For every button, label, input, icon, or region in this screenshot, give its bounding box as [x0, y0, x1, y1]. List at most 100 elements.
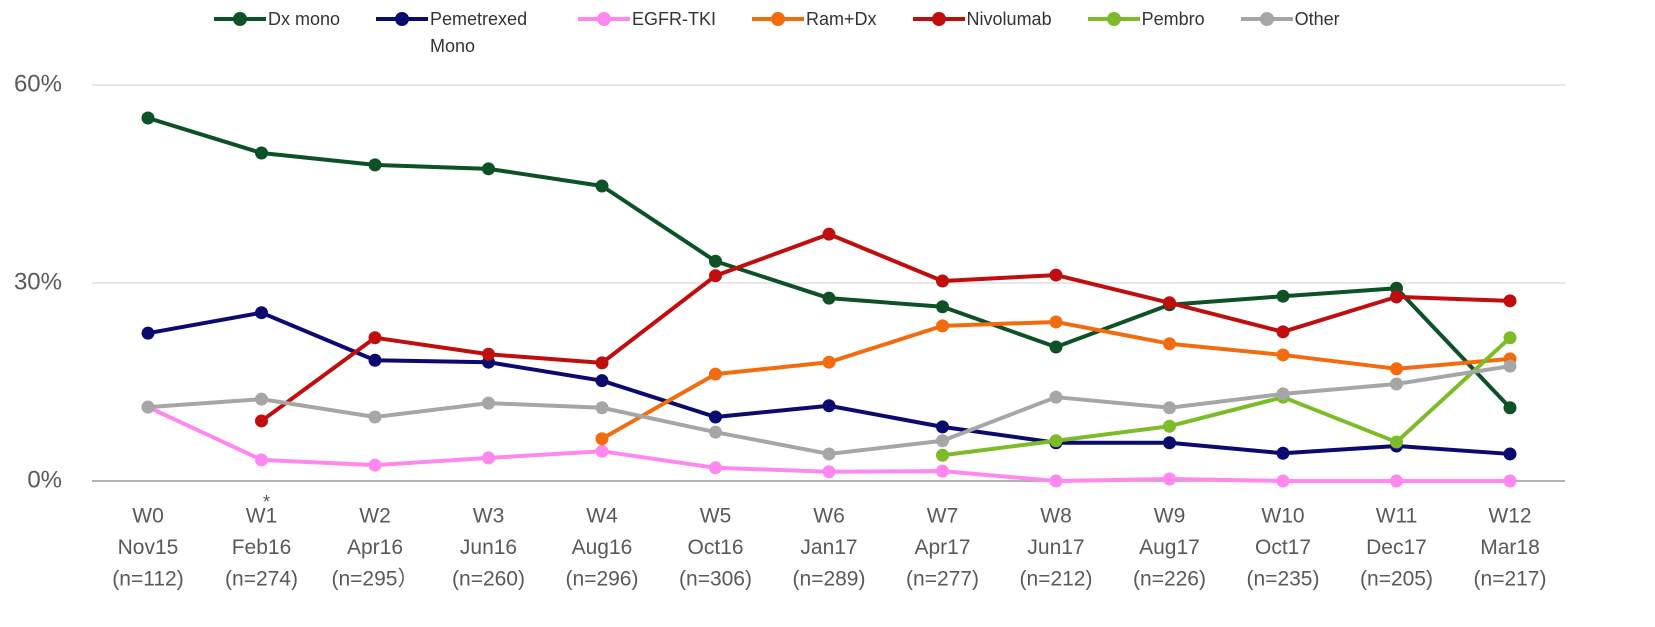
point — [141, 111, 155, 125]
point — [595, 356, 609, 370]
x-tick-label: W9 — [1154, 505, 1186, 528]
point — [1390, 377, 1403, 391]
point — [482, 396, 495, 410]
legend-marker — [771, 12, 786, 26]
x-tick-label: (n=277) — [906, 568, 979, 591]
legend-swatch — [752, 12, 805, 26]
point — [368, 331, 382, 345]
series-line — [260, 232, 1511, 423]
point — [1049, 315, 1063, 329]
legend-marker — [395, 12, 410, 26]
point — [1163, 436, 1176, 450]
legend-swatch — [1087, 12, 1140, 26]
x-tick-label: W0 — [132, 505, 164, 528]
legend-item: Nivolumab — [911, 6, 1052, 33]
x-tick-label: (n=205) — [1360, 568, 1433, 591]
point — [936, 448, 949, 462]
x-tick-label: (n=112) — [112, 568, 183, 591]
legend-label: Ram+Dx — [806, 9, 877, 29]
point — [1503, 331, 1517, 345]
point — [1163, 419, 1176, 433]
legend-marker — [931, 12, 946, 26]
point — [1163, 401, 1176, 415]
point — [1049, 474, 1063, 488]
x-tick-label: Apr17 — [914, 536, 970, 559]
point — [936, 434, 949, 448]
point — [709, 410, 722, 424]
point — [1276, 325, 1290, 339]
x-tick-label: (n=212) — [1020, 568, 1093, 591]
point — [1503, 474, 1517, 488]
y-tick-label: 60% — [14, 70, 62, 97]
point — [822, 355, 836, 369]
legend-label: Pembro — [1141, 9, 1205, 29]
point — [1276, 474, 1290, 488]
legend-label: Pemetrexed Mono — [430, 9, 528, 56]
x-tick-label: W5 — [700, 505, 732, 528]
point — [595, 401, 609, 415]
point — [1163, 472, 1176, 486]
x-tick-label: W2 — [359, 505, 391, 528]
x-tick-label: W7 — [927, 505, 959, 528]
legend-swatch — [376, 12, 429, 26]
legend-marker — [1259, 12, 1274, 26]
legend-label: Nivolumab — [966, 9, 1052, 29]
x-tick-label: (n=260) — [452, 568, 525, 591]
point — [822, 227, 836, 241]
point — [1276, 387, 1290, 401]
series-line — [601, 319, 1511, 441]
point — [1503, 294, 1517, 308]
point — [822, 465, 836, 479]
point — [1049, 340, 1063, 354]
x-tick-label: W4 — [586, 505, 618, 528]
point — [709, 269, 722, 283]
legend-item: Pemetrexed Mono — [374, 6, 542, 60]
point — [1390, 362, 1403, 376]
x-tick-label: Jan17 — [800, 536, 857, 559]
series-line — [147, 310, 1511, 456]
x-tick-label: (n=296) — [566, 568, 639, 591]
point — [709, 254, 722, 268]
point — [368, 158, 382, 172]
point — [1503, 401, 1517, 415]
point — [1503, 447, 1517, 461]
x-tick-label: Oct16 — [687, 536, 743, 559]
point — [936, 420, 949, 434]
point — [595, 432, 609, 446]
x-tick-label: Mar18 — [1480, 536, 1540, 559]
legend-marker — [233, 12, 247, 26]
x-tick-label: Aug17 — [1139, 536, 1200, 559]
point — [1276, 348, 1290, 362]
x-tick-label: Jun16 — [460, 536, 517, 559]
point — [1390, 474, 1403, 488]
point — [595, 444, 609, 458]
x-tick-label: (n=289) — [793, 568, 866, 591]
point — [141, 326, 155, 340]
x-tick-label: Feb16 — [232, 536, 292, 559]
point — [709, 461, 722, 475]
annotation: * — [263, 492, 270, 512]
legend-marker — [597, 12, 612, 26]
legend-item: Other — [1239, 6, 1340, 33]
x-tick-label: W12 — [1488, 505, 1531, 528]
point — [1276, 446, 1290, 460]
point — [1390, 290, 1403, 304]
legend-item: Pembro — [1086, 6, 1205, 33]
x-tick-label: (n=295） — [332, 568, 419, 591]
legend-swatch — [214, 12, 266, 26]
x-tick-label: W11 — [1376, 505, 1418, 528]
point — [1390, 435, 1403, 449]
legend-swatch — [912, 12, 965, 26]
point — [482, 451, 495, 465]
point — [822, 399, 836, 413]
point — [936, 300, 949, 314]
legend-label: Dx mono — [268, 9, 341, 29]
legend-item: EGFR-TKI — [576, 6, 716, 33]
point — [709, 367, 722, 381]
legend-label: Other — [1294, 9, 1340, 29]
x-tick-label: (n=226) — [1133, 568, 1206, 591]
x-tick-label: Dec17 — [1366, 536, 1427, 559]
y-tick-label: 30% — [14, 268, 62, 295]
point — [1163, 296, 1176, 310]
